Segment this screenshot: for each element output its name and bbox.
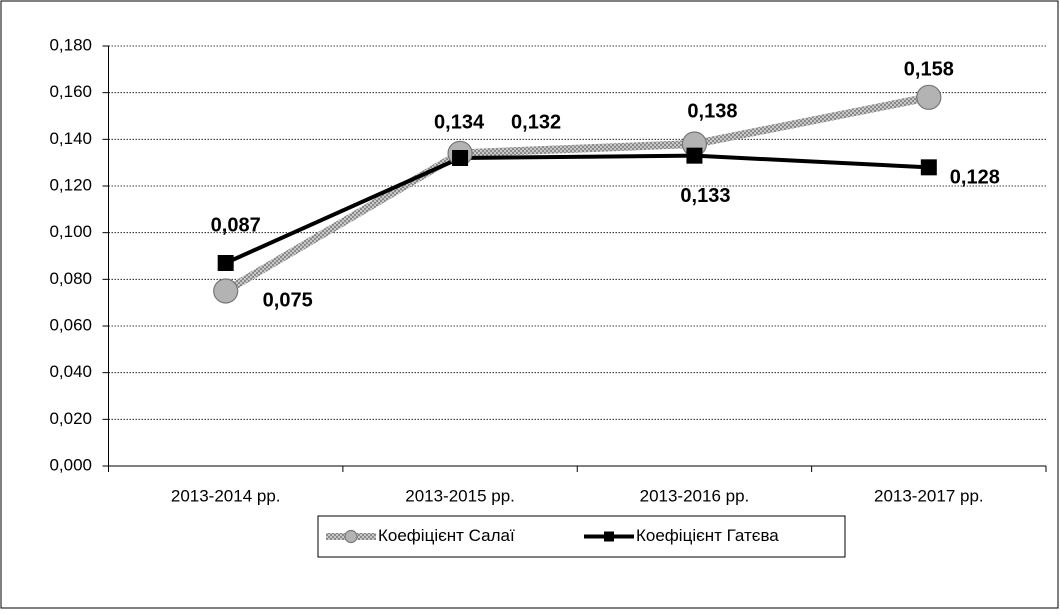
legend-marker — [344, 529, 358, 544]
data-label: 0,158 — [904, 59, 954, 81]
y-tick-label: 0,100 — [49, 222, 92, 241]
data-label: 0,134 — [434, 112, 485, 134]
y-tick-label: 0,120 — [49, 175, 92, 194]
series-line — [224, 153, 929, 265]
data-label: 0,128 — [950, 167, 1000, 189]
series-marker — [686, 147, 703, 164]
data-label: 0,132 — [511, 111, 561, 133]
y-tick-label: 0,000 — [49, 455, 92, 474]
data-label: 0,087 — [211, 214, 261, 236]
x-tick-label: 2013-2017 рр. — [874, 486, 984, 505]
data-label: 0,133 — [680, 185, 730, 207]
data-label: 0,075 — [263, 289, 313, 311]
series-marker — [213, 278, 239, 304]
y-tick-label: 0,160 — [49, 82, 92, 101]
y-tick-label: 0,060 — [49, 315, 92, 334]
series-marker — [916, 84, 942, 110]
y-tick-label: 0,180 — [49, 35, 92, 54]
y-tick-label: 0,020 — [49, 409, 92, 428]
y-tick-label: 0,040 — [49, 362, 92, 381]
series-marker — [217, 255, 234, 271]
data-label: 0,138 — [687, 100, 737, 122]
legend-box — [317, 515, 846, 558]
legend-marker — [604, 531, 614, 542]
x-tick-label: 2013-2015 рр. — [405, 486, 515, 505]
x-tick-label: 2013-2016 рр. — [640, 486, 750, 505]
x-tick-label: 2013-2014 рр. — [171, 486, 281, 505]
legend-label: Коефіцієнт Гатєва — [636, 526, 779, 545]
series-marker — [920, 159, 937, 176]
y-tick-label: 0,080 — [49, 269, 92, 288]
series-marker — [452, 150, 469, 166]
series-line — [223, 93, 930, 295]
legend-label: Коефіцієнт Салаї — [378, 526, 515, 545]
y-tick-label: 0,140 — [49, 129, 92, 148]
